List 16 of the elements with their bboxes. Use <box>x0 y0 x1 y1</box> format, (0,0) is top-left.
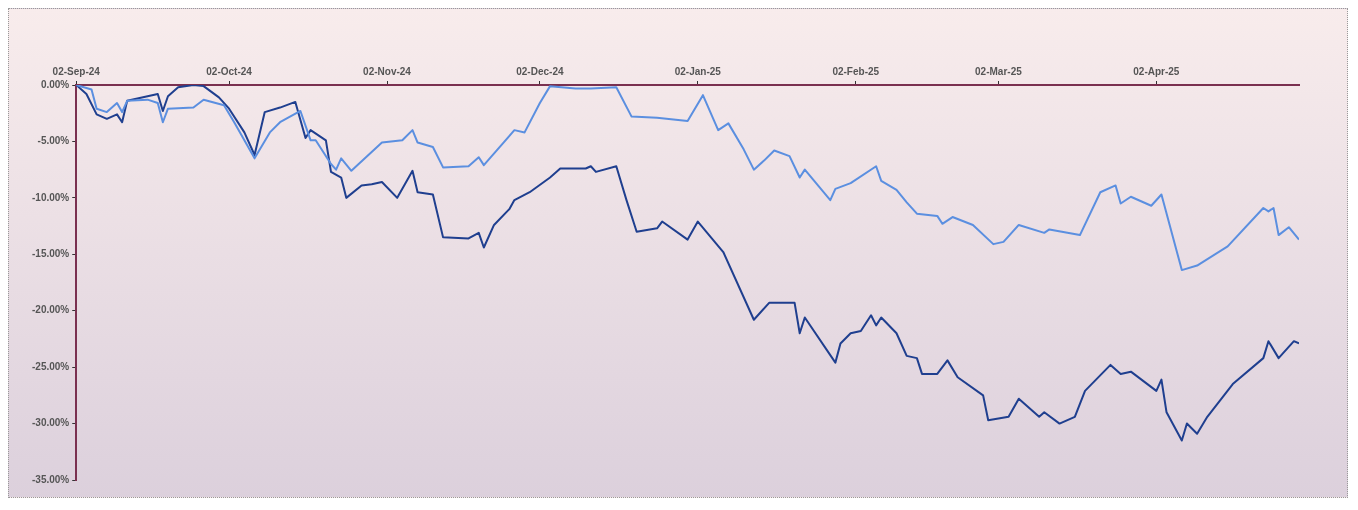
y-tick-label: -25.00% <box>32 360 70 372</box>
y-tick-label: -30.00% <box>32 417 70 429</box>
y-tick-label: -15.00% <box>32 248 70 260</box>
x-tick-label: 02-Apr-25 <box>1133 65 1180 77</box>
x-tick-label: 02-Nov-24 <box>363 65 412 77</box>
y-tick-label: -20.00% <box>32 304 70 316</box>
y-tick-label: -35.00% <box>32 473 70 485</box>
x-tick-label: 02-Dec-24 <box>516 65 564 77</box>
y-tick-label: -10.00% <box>32 191 70 203</box>
x-tick-label: 02-Oct-24 <box>206 65 253 77</box>
y-tick-label: 0.00% <box>40 78 70 90</box>
x-tick-label: 02-Feb-25 <box>832 65 880 77</box>
y-tick-label: -5.00% <box>37 135 70 147</box>
x-tick-label: 02-Sep-24 <box>52 65 101 77</box>
x-tick-label: 02-Mar-25 <box>975 65 1023 77</box>
x-tick-label: 02-Jan-25 <box>674 65 722 77</box>
